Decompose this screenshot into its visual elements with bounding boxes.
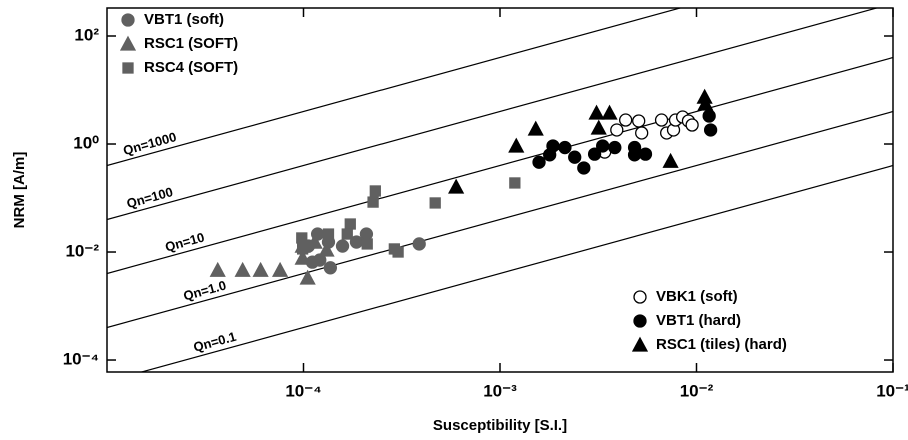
square-marker xyxy=(392,246,404,258)
circle-marker xyxy=(323,261,338,275)
triangle-marker xyxy=(590,119,607,135)
legend-marker xyxy=(633,290,647,304)
square-marker xyxy=(509,177,521,189)
circle-marker xyxy=(335,239,350,253)
y-tick-label: 10⁰ xyxy=(73,133,99,152)
legend-marker xyxy=(122,62,134,74)
triangle-marker xyxy=(252,261,269,277)
square-marker xyxy=(429,197,441,209)
y-tick-label: 10⁻² xyxy=(65,241,99,260)
legend-text: RSC4 (SOFT) xyxy=(144,59,238,76)
x-tick-label: 10⁻⁴ xyxy=(285,381,321,400)
triangle-marker xyxy=(508,137,525,153)
triangle-marker xyxy=(209,261,226,277)
x-tick-label: 10⁻³ xyxy=(483,381,517,400)
legend-text: VBK1 (soft) xyxy=(656,288,738,305)
y-axis-title: NRM [A/m] xyxy=(11,152,28,229)
circle-marker xyxy=(685,118,699,132)
circle-marker xyxy=(577,161,591,175)
circle-marker xyxy=(587,147,602,161)
triangle-marker xyxy=(294,249,311,265)
triangle-marker xyxy=(306,233,323,249)
square-marker xyxy=(322,228,335,240)
circle-marker xyxy=(610,123,624,137)
reference-label: Qn=10 xyxy=(163,229,206,254)
square-marker xyxy=(361,238,373,250)
circle-marker xyxy=(654,113,669,127)
reference-label: Qn=0.1 xyxy=(192,329,238,355)
x-axis-title: Susceptibility [S.I.] xyxy=(433,417,567,434)
triangle-marker xyxy=(318,241,335,257)
triangle-marker xyxy=(448,178,465,194)
triangle-marker xyxy=(527,120,544,136)
circle-marker xyxy=(632,114,646,128)
circle-marker xyxy=(546,139,560,153)
square-marker xyxy=(369,185,381,197)
circle-marker xyxy=(532,155,546,169)
triangle-marker xyxy=(234,261,251,277)
legend-marker xyxy=(633,314,647,328)
x-tick-label: 10⁻² xyxy=(680,381,714,400)
circle-marker xyxy=(313,253,327,267)
triangle-marker xyxy=(588,104,605,120)
circle-marker xyxy=(608,140,622,155)
circle-marker xyxy=(359,227,374,241)
square-marker xyxy=(367,196,379,208)
triangle-marker xyxy=(271,261,289,277)
triangle-marker xyxy=(697,95,714,111)
reference-line xyxy=(139,164,893,372)
triangle-marker xyxy=(299,269,316,285)
circle-marker xyxy=(596,139,610,153)
reference-line xyxy=(107,110,893,329)
square-marker xyxy=(296,243,309,255)
y-tick-label: 10² xyxy=(74,25,99,44)
legend-marker xyxy=(631,336,649,352)
square-marker xyxy=(296,232,308,244)
legend-text: VBT1 (soft) xyxy=(144,11,224,28)
reference-label: Qn=1.0 xyxy=(182,278,228,304)
reference-line xyxy=(107,56,893,275)
circle-marker xyxy=(638,147,653,161)
legend-marker xyxy=(119,35,137,51)
reference-lines xyxy=(107,8,893,372)
circle-marker xyxy=(568,150,582,164)
square-marker xyxy=(344,218,356,230)
circle-marker xyxy=(558,140,572,155)
circle-marker xyxy=(635,126,649,140)
legend-text: RSC1 (SOFT) xyxy=(144,35,238,52)
circle-marker xyxy=(702,109,716,123)
legend-text: RSC1 (tiles) (hard) xyxy=(656,336,787,353)
y-tick-label: 10⁻⁴ xyxy=(63,350,99,369)
circle-marker xyxy=(619,113,633,127)
x-tick-label: 10⁻¹ xyxy=(876,381,908,400)
legend-marker xyxy=(121,13,135,27)
reference-line xyxy=(107,8,683,167)
reference-line xyxy=(107,8,879,221)
triangle-marker xyxy=(601,104,618,120)
circle-marker xyxy=(412,237,426,251)
square-marker xyxy=(341,228,353,240)
triangle-marker xyxy=(662,152,679,168)
reference-label: Qn=100 xyxy=(125,184,175,211)
circle-marker xyxy=(703,123,718,137)
legend-text: VBT1 (hard) xyxy=(656,312,741,329)
circle-marker xyxy=(627,148,642,162)
